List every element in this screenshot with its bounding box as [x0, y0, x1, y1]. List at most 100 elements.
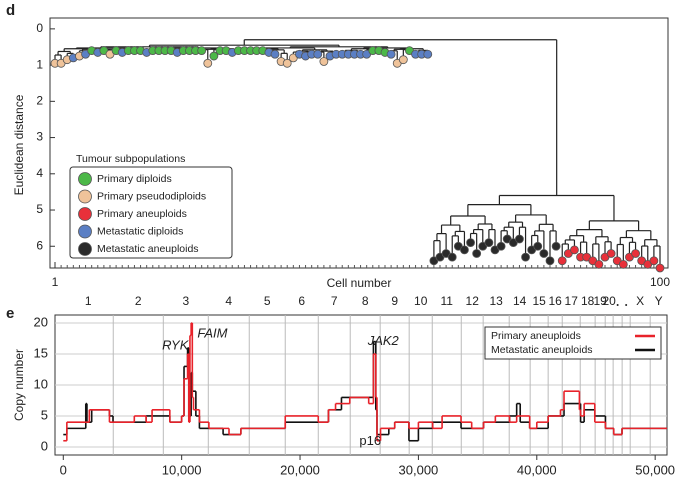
- legend-label: Primary aneuploids: [491, 330, 581, 342]
- leaf: [545, 256, 555, 266]
- x-tick-label: 20,000: [280, 462, 320, 477]
- chromosome-label: 10: [414, 294, 428, 308]
- series: [63, 322, 667, 442]
- chromosome-label: 12: [466, 294, 480, 308]
- chromosome-label: X: [636, 294, 644, 308]
- annotation: JAK2: [367, 333, 400, 348]
- chromosome-label: 15: [532, 294, 546, 308]
- leaf: [386, 49, 396, 59]
- leaf: [539, 249, 549, 258]
- chromosome-label: 16: [549, 294, 563, 308]
- x-tick-label: 1: [52, 275, 59, 289]
- leaf: [270, 49, 280, 59]
- legend-label: Metastatic diploids: [97, 225, 183, 237]
- leaf: [521, 252, 530, 262]
- panel-label: e: [6, 305, 14, 322]
- legend-label: Metastatic aneuploids: [97, 243, 199, 255]
- legend-swatch: [78, 242, 92, 256]
- chromosome-label: 3: [182, 294, 189, 308]
- leaf: [631, 249, 640, 258]
- x-tick-label: 50,000: [635, 462, 675, 477]
- chromosome-label: Y: [655, 294, 663, 308]
- leaf: [423, 49, 433, 59]
- legend-swatch: [78, 172, 92, 186]
- y-tick-label: 0: [41, 438, 48, 453]
- annotation: FAIM: [197, 326, 227, 341]
- leaf: [319, 57, 329, 66]
- leaf: [472, 249, 482, 258]
- chromosome-label: 13: [490, 294, 504, 308]
- leaf: [551, 241, 561, 251]
- legend-label: Primary pseudodiploids: [97, 190, 206, 202]
- panel-label: d: [6, 2, 15, 19]
- y-tick-label: 5: [41, 407, 48, 422]
- leaf: [460, 245, 469, 255]
- chromosome-label: 17: [565, 294, 579, 308]
- step-riser: [66, 323, 623, 441]
- legend-label: Metastatic aneuploids: [491, 344, 593, 356]
- leaf: [594, 259, 604, 269]
- x-tick-label: 10,000: [162, 462, 202, 477]
- chromosome-label: 20: [602, 294, 616, 308]
- y-tick-label: 2: [36, 94, 43, 108]
- y-tick-label: 15: [34, 345, 48, 360]
- legend-label: Primary aneuploids: [97, 208, 187, 220]
- leaf: [649, 256, 659, 266]
- x-tick-label: 0: [60, 462, 67, 477]
- leaf: [606, 249, 616, 258]
- annotation: RYK: [162, 337, 190, 352]
- legend-swatch: [78, 207, 92, 221]
- leaf: [496, 241, 506, 251]
- leaf: [618, 259, 628, 269]
- leaf: [282, 58, 292, 68]
- chromosome-dot: [616, 304, 619, 306]
- legend-title: Tumour subpopulations: [76, 153, 185, 165]
- legend-label: Primary diploids: [97, 173, 172, 185]
- y-tick-label: 6: [36, 238, 43, 252]
- y-axis-label: Copy number: [12, 349, 26, 421]
- leaf: [203, 58, 213, 68]
- leaf: [484, 238, 494, 248]
- chromosome-label: 1: [85, 294, 92, 308]
- chromosome-label: 9: [391, 294, 398, 308]
- chromosome-label: 4: [225, 294, 232, 308]
- x-tick-label: 30,000: [399, 462, 439, 477]
- leaf: [533, 241, 543, 251]
- chromosome-dot: [625, 304, 628, 306]
- leaf: [655, 263, 665, 273]
- chromosome-label: 6: [298, 294, 305, 308]
- y-tick-label: 5: [36, 202, 43, 216]
- chromosome-label: 7: [331, 294, 338, 308]
- chromosome-label: 19: [593, 294, 607, 308]
- leaf: [557, 256, 567, 266]
- y-tick-label: 3: [36, 130, 43, 144]
- legend-swatch: [78, 224, 92, 239]
- legend-swatch: [78, 189, 92, 204]
- chromosome-label: 5: [264, 294, 271, 308]
- chromosome-label: 2: [135, 294, 142, 308]
- chromosome-label: 8: [362, 294, 369, 308]
- y-tick-label: 1: [36, 57, 43, 71]
- x-tick-label: 40,000: [517, 462, 557, 477]
- leaf: [447, 252, 457, 262]
- chromosome-label: 18: [581, 294, 595, 308]
- legend-box: [69, 166, 233, 259]
- y-axis-label: Euclidean distance: [12, 94, 26, 195]
- leaf: [209, 51, 219, 61]
- y-tick-label: 0: [36, 21, 43, 35]
- annotation: p16: [359, 433, 381, 448]
- y-tick-label: 20: [34, 314, 48, 329]
- y-tick-label: 10: [34, 376, 48, 391]
- chromosome-label: 14: [513, 294, 527, 308]
- leaf: [398, 55, 408, 65]
- leaf: [197, 46, 207, 56]
- y-tick-label: 4: [36, 166, 43, 180]
- legend-box: [484, 326, 662, 360]
- plot-frame: [49, 17, 669, 269]
- leaves: [50, 46, 665, 273]
- x-tick-label: 100: [650, 275, 670, 289]
- chromosome-label: 11: [441, 294, 454, 308]
- x-axis-label: Cell number: [327, 276, 392, 290]
- leaf: [570, 245, 579, 255]
